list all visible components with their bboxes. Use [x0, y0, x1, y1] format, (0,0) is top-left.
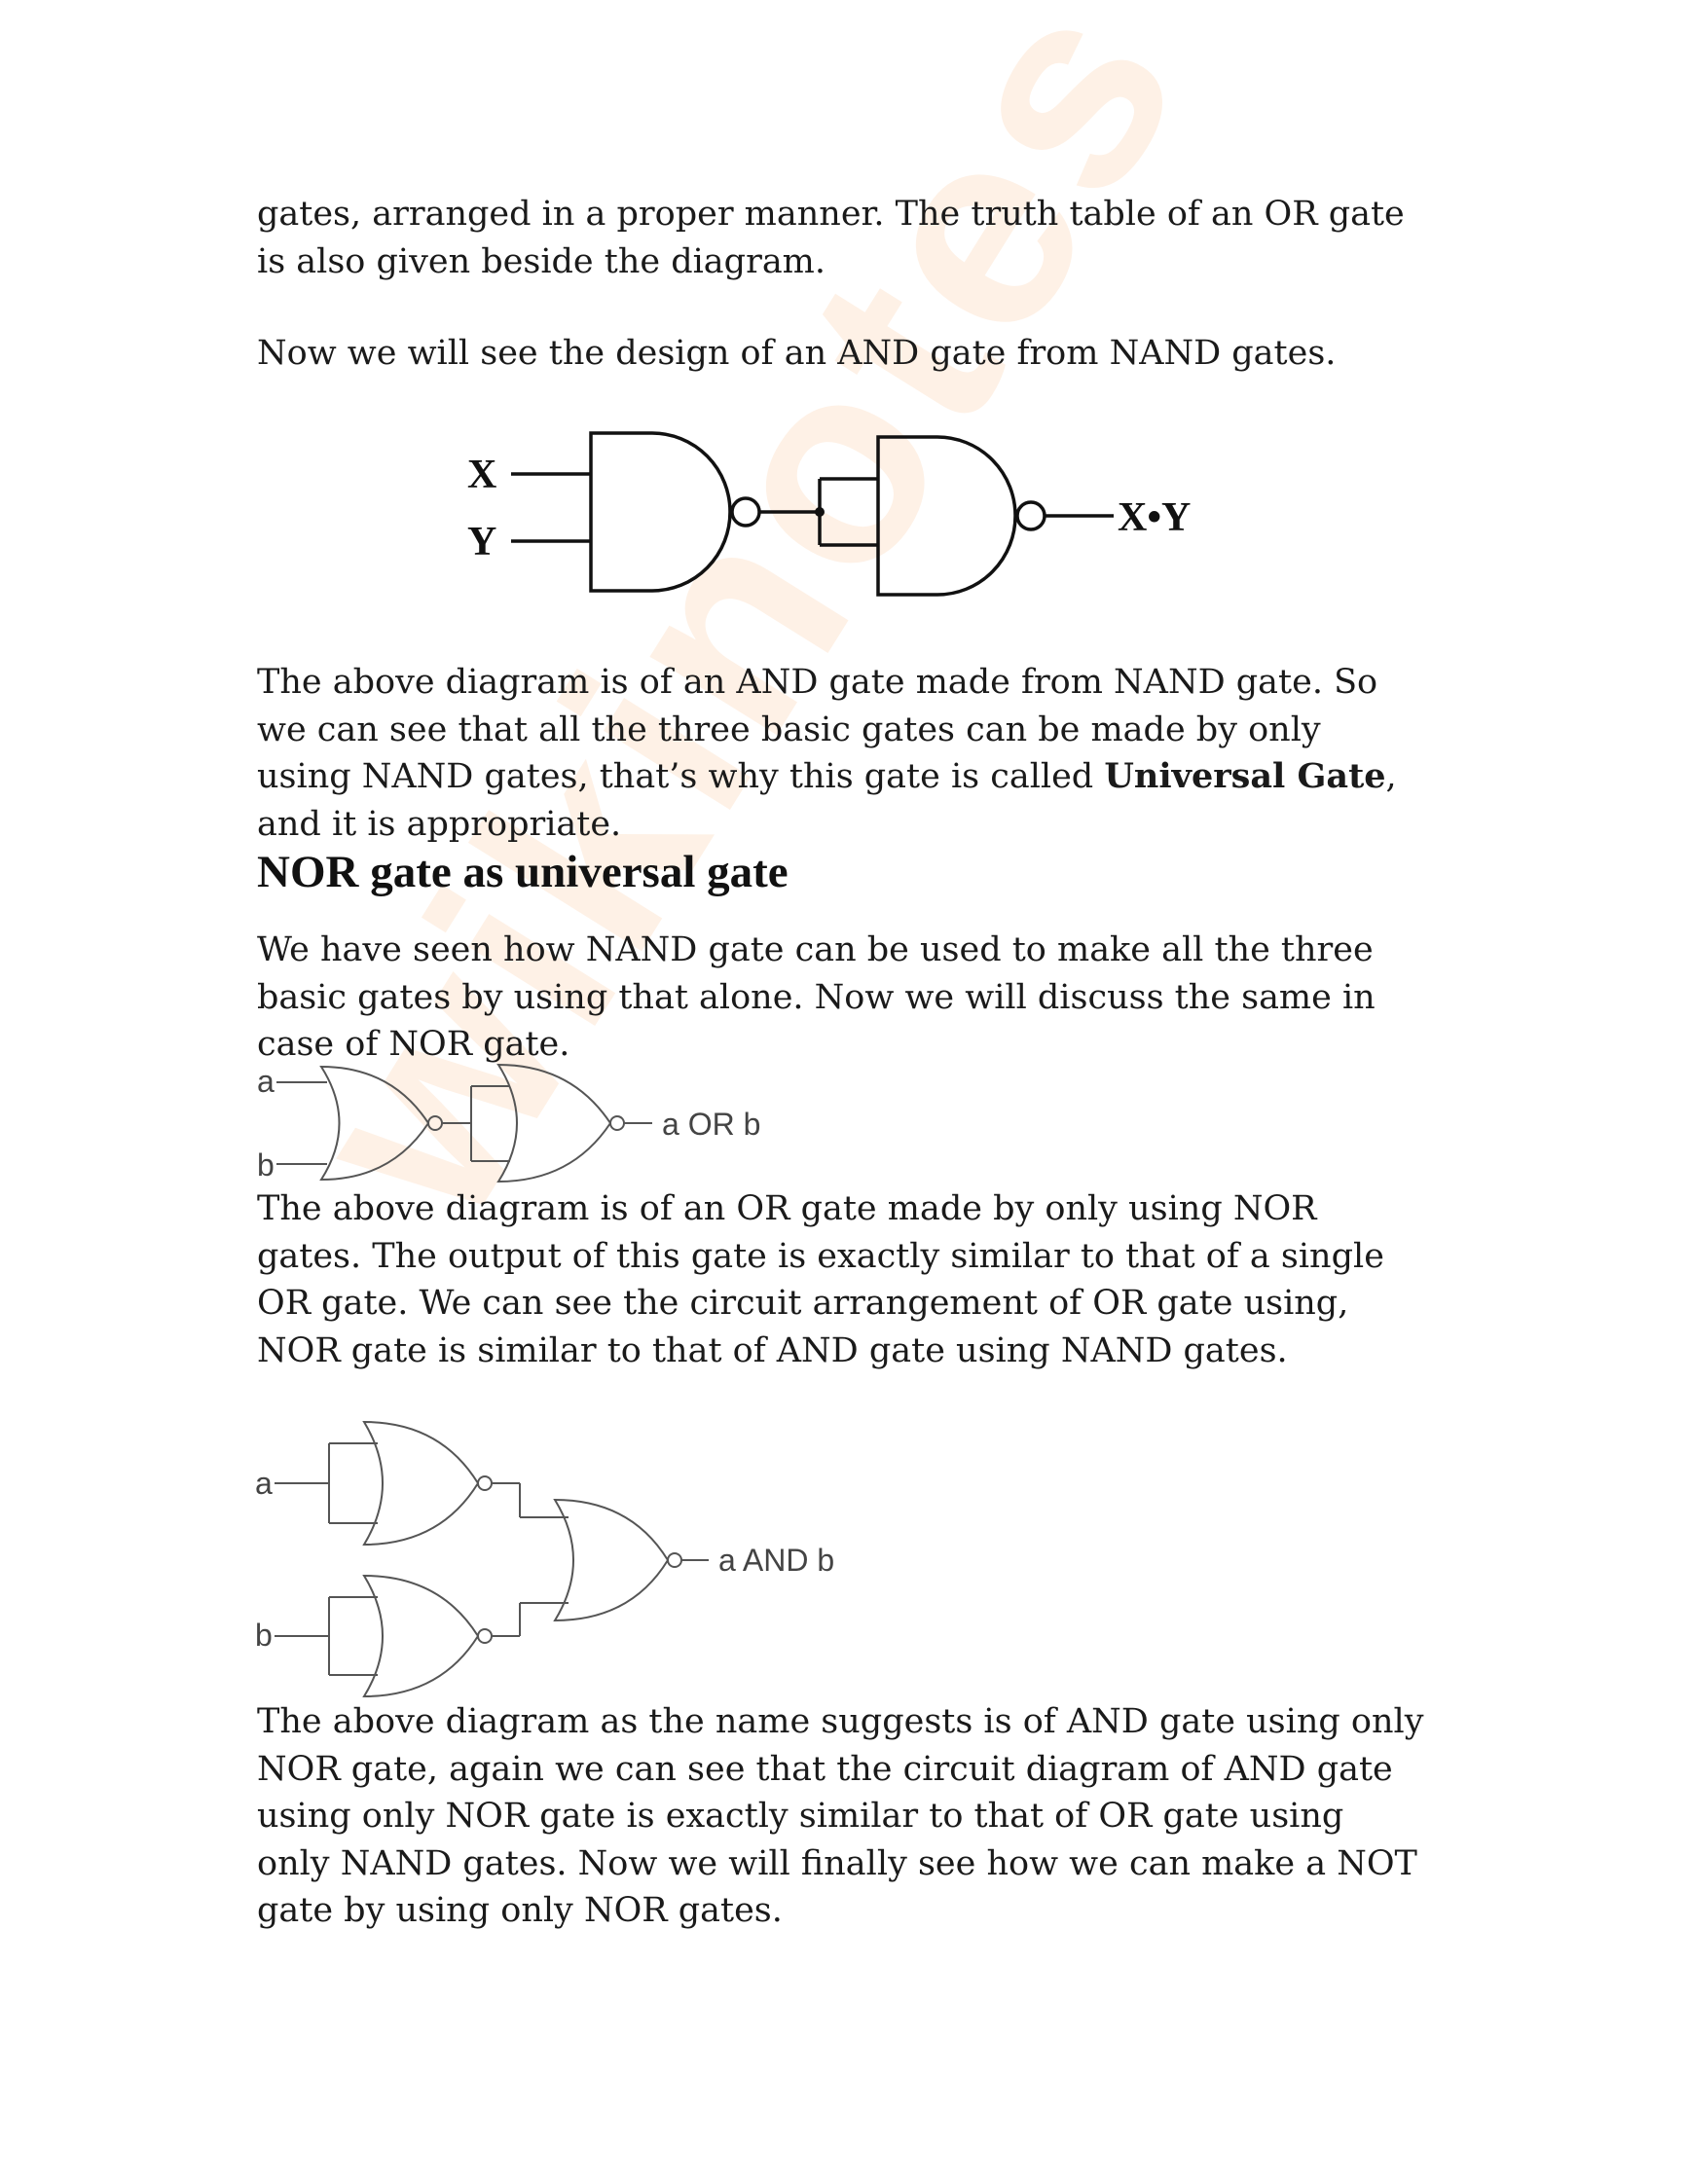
nor-bubble-2: [609, 1115, 625, 1131]
nor-or-diagram: a b a OR b: [257, 1063, 760, 1183]
label-output: X•Y: [1118, 495, 1191, 540]
label-output: a AND b: [718, 1543, 834, 1578]
nor-gate-2: [496, 1063, 612, 1183]
paragraph-or-gate-intro: gates, arranged in a proper manner. The …: [257, 195, 1405, 281]
paragraph-universal-gate: The above diagram is of an AND gate made…: [257, 663, 1397, 844]
paragraph-and-gate-intro: Now we will see the design of an AND gat…: [257, 334, 1337, 373]
nand-bubble-1: [730, 496, 761, 528]
paragraph-or-using-nor: The above diagram is of an OR gate made …: [257, 1189, 1384, 1370]
nor-and-diagram: a b a AND b: [255, 1420, 834, 1698]
label-y: Y: [467, 520, 496, 564]
label-b: b: [255, 1618, 273, 1653]
label-a: a: [255, 1466, 273, 1501]
term-universal-gate: Universal Gate: [1104, 756, 1386, 796]
section-heading: NOR gate as universal gate: [257, 847, 789, 897]
nor-gate-bottom: [362, 1574, 480, 1698]
label-output: a OR b: [662, 1107, 760, 1142]
nor-bubble-1: [427, 1115, 443, 1131]
nand-gate-1: [589, 431, 732, 593]
nand-and-diagram: X Y X•Y: [467, 431, 1191, 597]
nor-bubble-final: [667, 1552, 682, 1568]
nand-bubble-2: [1015, 500, 1046, 531]
nor-bubble-bottom: [477, 1628, 493, 1644]
paragraph-and-using-nor: The above diagram as the name suggests i…: [257, 1702, 1424, 1930]
nand-gate-2: [876, 435, 1017, 597]
nor-gate-1: [319, 1065, 430, 1182]
label-a: a: [257, 1064, 275, 1099]
junction-dot: [815, 507, 825, 517]
nor-bubble-top: [477, 1475, 493, 1491]
nor-gate-final: [553, 1498, 670, 1622]
label-x: X: [467, 453, 496, 497]
nor-gate-top: [362, 1420, 480, 1547]
paragraph-nor-intro: We have seen how NAND gate can be used t…: [257, 930, 1376, 1064]
label-b: b: [257, 1147, 275, 1183]
